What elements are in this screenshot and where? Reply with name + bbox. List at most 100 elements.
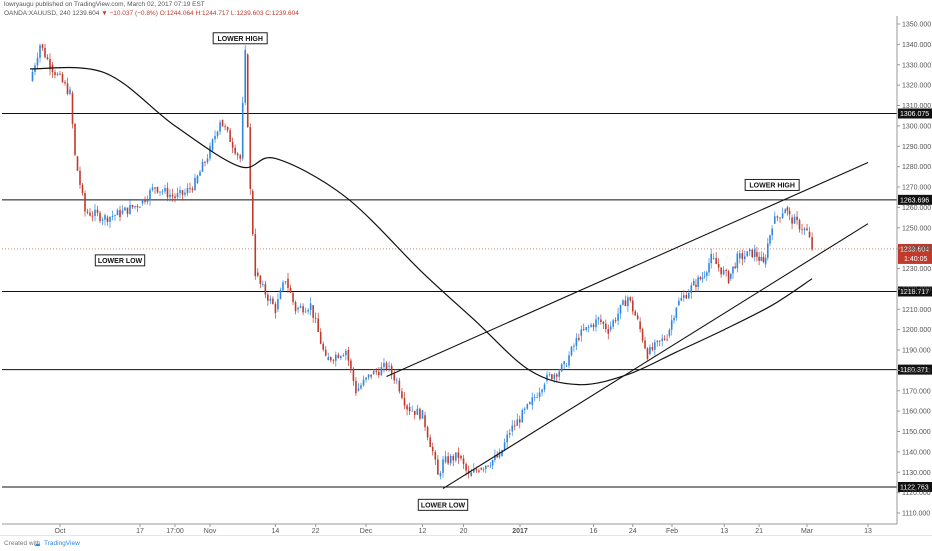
annotation-box — [744, 178, 800, 191]
candle-body — [494, 455, 496, 460]
candle-body — [149, 189, 151, 201]
candle-body — [231, 141, 234, 148]
candle-body — [654, 342, 656, 350]
price-tick-label: 1310.000 — [902, 103, 931, 110]
candle-body — [462, 458, 465, 465]
candle-body — [424, 415, 426, 428]
candle-body — [511, 425, 514, 432]
candle-body — [421, 410, 424, 419]
candle-body — [216, 131, 219, 136]
level-price-label: 1306.075 — [900, 111, 929, 118]
annotation-label: LOWER HIGH — [744, 178, 800, 191]
candle-body — [416, 408, 419, 415]
candle-body — [617, 313, 619, 321]
candle-body — [739, 253, 741, 259]
moving-average-line — [29, 66, 813, 386]
candle-body — [808, 231, 811, 238]
candle-body — [96, 209, 99, 213]
candle-body — [71, 93, 74, 124]
candle-body — [114, 215, 116, 216]
candle-body — [317, 318, 319, 332]
tradingview-brand[interactable]: TradingView — [44, 540, 80, 547]
candle-body — [595, 319, 597, 328]
candle-body — [575, 338, 578, 346]
candle-body — [760, 257, 763, 261]
candle-body — [141, 199, 144, 204]
candle-body — [342, 355, 345, 357]
time-tick-label: 20 — [460, 528, 468, 535]
candle-body — [727, 271, 730, 284]
time-tick-label: Dec — [360, 528, 373, 535]
level-price-tag — [898, 194, 932, 205]
candle-body — [44, 47, 46, 58]
candle-body — [99, 212, 101, 221]
candle-body — [678, 300, 680, 306]
candle-body — [720, 267, 722, 275]
candle-body — [257, 272, 259, 276]
candle-body — [746, 251, 749, 257]
candle-body — [164, 187, 166, 192]
time-tick-label: 13 — [864, 528, 872, 535]
candle-body — [496, 455, 498, 458]
candle-body — [206, 158, 209, 163]
candle-body — [166, 187, 169, 198]
countdown-label: 1:40:05 — [904, 256, 927, 263]
candle-body — [762, 257, 765, 262]
candle-body — [587, 326, 590, 328]
level-price-tag — [898, 481, 932, 492]
price-chart[interactable]: 1306.075 1263.696 1218.717 1180.371 1122.763… — [0, 0, 932, 535]
level-price-tag — [898, 364, 932, 375]
candle-body — [219, 122, 221, 132]
candle-body — [614, 320, 617, 322]
annotation-text: LOWER HIGH — [217, 36, 263, 43]
candle-body — [619, 304, 622, 314]
candle-body — [712, 258, 715, 259]
candle-body — [447, 456, 449, 464]
time-tick-label: 17 — [136, 528, 144, 535]
candle-body — [76, 156, 79, 171]
price-tick-label: 1340.000 — [902, 42, 931, 49]
candle-body — [786, 207, 789, 211]
candle-body — [46, 57, 49, 60]
candle-body — [501, 450, 503, 456]
time-tick-label: 22 — [312, 528, 320, 535]
price-axis[interactable]: 1110.000 1120.000 1130.000 1140.000 1150.000… — [896, 16, 931, 524]
candle-body — [267, 294, 269, 301]
price-tick-label: 1290.000 — [902, 144, 931, 151]
annotation-text: LOWER HIGH — [749, 183, 795, 190]
candle-body — [254, 234, 257, 277]
candle-body — [66, 83, 69, 94]
candle-body — [352, 368, 355, 381]
candle-body — [401, 391, 403, 398]
candle-body — [221, 119, 224, 127]
candle-body — [408, 407, 411, 412]
candle-body — [372, 370, 375, 375]
candle-body — [124, 207, 126, 211]
candle-body — [191, 188, 194, 191]
time-axis[interactable]: Oct 17 17:00 Nov 14 22 Dec 12 20 2017 16 24 Feb 13 21 M… — [2, 523, 897, 535]
candle-body — [39, 45, 41, 58]
candle-body — [169, 194, 171, 198]
annotation-text: LOWER LOW — [421, 502, 466, 509]
candle-body — [302, 306, 304, 313]
candle-body — [480, 468, 483, 470]
candle-body — [426, 427, 429, 438]
candle-body — [380, 366, 383, 376]
candle-body — [695, 284, 697, 287]
candle-body — [367, 374, 370, 378]
candle-body — [590, 324, 592, 327]
candle-body — [431, 446, 434, 452]
candle-body — [573, 345, 575, 347]
candle-body — [370, 374, 372, 377]
ohlc-label: O:1244.064 H:1244.717 L:1239.603 C:1239.… — [159, 10, 299, 17]
candle-body — [548, 374, 551, 376]
candle-body — [701, 277, 704, 280]
candle-body — [503, 442, 506, 451]
candle-body — [578, 338, 580, 340]
candle-body — [312, 305, 314, 318]
candle-body — [622, 300, 624, 305]
candle-body — [236, 153, 239, 156]
change-label: ▼ −10.037 (−0.8%) — [101, 10, 158, 17]
candle-body — [631, 300, 634, 312]
candle-body — [86, 211, 89, 213]
